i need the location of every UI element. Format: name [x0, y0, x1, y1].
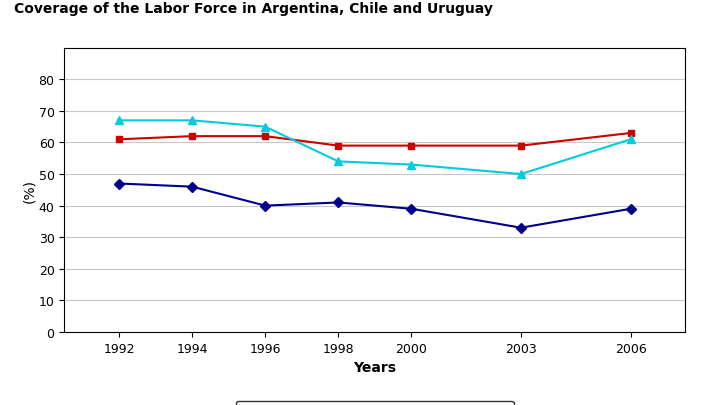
Uruguay: [517, 172, 526, 177]
Text: Coverage of the Labor Force in Argentina, Chile and Uruguay: Coverage of the Labor Force in Argentina…: [14, 2, 493, 16]
Chile: [188, 134, 196, 139]
Uruguay: [334, 160, 343, 164]
Uruguay: [407, 163, 416, 168]
Uruguay: [261, 125, 269, 130]
Argentina: [334, 200, 343, 205]
Chile: [261, 134, 269, 139]
Line: Chile: Chile: [116, 130, 634, 150]
Chile: [115, 138, 124, 143]
Argentina: [261, 204, 269, 209]
Legend: Argentina, Chile, Uruguay: Argentina, Chile, Uruguay: [236, 401, 514, 405]
Chile: [407, 144, 416, 149]
Uruguay: [626, 138, 635, 143]
Argentina: [626, 207, 635, 212]
Chile: [334, 144, 343, 149]
Y-axis label: (%): (%): [21, 178, 36, 202]
Line: Argentina: Argentina: [116, 181, 634, 232]
Chile: [517, 144, 526, 149]
Chile: [626, 131, 635, 136]
Uruguay: [115, 119, 124, 124]
X-axis label: Years: Years: [353, 360, 396, 374]
Uruguay: [188, 119, 196, 124]
Argentina: [407, 207, 416, 212]
Line: Uruguay: Uruguay: [115, 117, 635, 179]
Argentina: [188, 185, 196, 190]
Argentina: [517, 226, 526, 230]
Argentina: [115, 181, 124, 186]
